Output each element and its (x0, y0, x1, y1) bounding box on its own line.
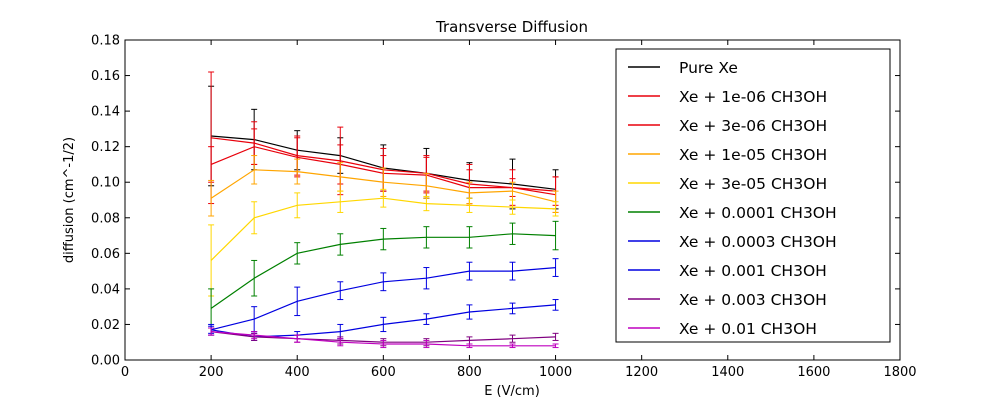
x-tick-label: 0 (121, 365, 129, 380)
legend-box (615, 48, 891, 343)
legend-label: Xe + 0.003 CH3OH (679, 291, 827, 309)
plot-area-frame (124, 39, 901, 361)
x-axis-label: E (V/cm) (484, 384, 540, 399)
legend-label: Xe + 1e-06 CH3OH (679, 88, 827, 106)
legend-entry: Xe + 0.0001 CH3OH (628, 204, 837, 222)
legend-label: Xe + 3e-05 CH3OH (679, 175, 827, 193)
x-tick-label: 1400 (711, 365, 744, 380)
y-tick-label: 0.14 (91, 105, 120, 120)
legend-entry: Xe + 0.0003 CH3OH (628, 233, 837, 251)
x-tick-label: 400 (285, 365, 310, 380)
y-tick-label: 0.16 (91, 69, 120, 84)
y-tick-label: 0.00 (91, 354, 120, 369)
x-tick-label: 1600 (797, 365, 830, 380)
series-7 (208, 299, 559, 341)
series-9 (208, 327, 559, 349)
legend-entry: Xe + 3e-06 CH3OH (628, 117, 827, 135)
legend-entry: Xe + 0.01 CH3OH (628, 320, 817, 338)
y-axis-label: diffusion (cm^-1/2) (62, 137, 77, 263)
y-tick-label: 0.18 (91, 34, 120, 49)
legend-label: Xe + 0.0001 CH3OH (679, 204, 837, 222)
y-tick-label: 0.10 (91, 176, 120, 191)
x-tick-label: 1200 (625, 365, 658, 380)
series-4 (208, 188, 559, 297)
x-tick-label: 800 (457, 365, 482, 380)
axis-ticks: 0 200 400 600 800 1000 1200 1400 1600 1800 0.00 0.0… (91, 34, 917, 381)
legend-label: Xe + 1e-05 CH3OH (679, 146, 827, 164)
legend: Pure Xe Xe + 1e-06 CH3OH Xe + 3e-06 CH3OH X… (615, 48, 891, 343)
legend-label: Xe + 0.0003 CH3OH (679, 233, 837, 251)
y-tick-label: 0.12 (91, 140, 120, 155)
legend-label: Xe + 0.001 CH3OH (679, 262, 827, 280)
legend-entry: Xe + 0.001 CH3OH (628, 262, 827, 280)
data-layer (208, 71, 559, 349)
legend-entry: Xe + 1e-06 CH3OH (628, 88, 827, 106)
x-tick-label: 200 (199, 365, 224, 380)
legend-label: Xe + 0.01 CH3OH (679, 320, 817, 338)
legend-label: Xe + 3e-06 CH3OH (679, 117, 827, 135)
chart-title: Transverse Diffusion (435, 18, 588, 36)
y-tick-label: 0.04 (91, 282, 120, 297)
legend-entry: Pure Xe (628, 59, 738, 77)
y-tick-label: 0.02 (91, 318, 120, 333)
legend-label: Pure Xe (679, 59, 738, 77)
legend-entry: Xe + 0.003 CH3OH (628, 291, 827, 309)
legend-entry: Xe + 1e-05 CH3OH (628, 146, 827, 164)
x-tick-label: 600 (371, 365, 396, 380)
y-tick-label: 0.08 (91, 211, 120, 226)
y-tick-label: 0.06 (91, 247, 120, 262)
x-tick-label: 1800 (883, 365, 916, 380)
x-tick-label: 1000 (539, 365, 572, 380)
legend-entry: Xe + 3e-05 CH3OH (628, 175, 827, 193)
